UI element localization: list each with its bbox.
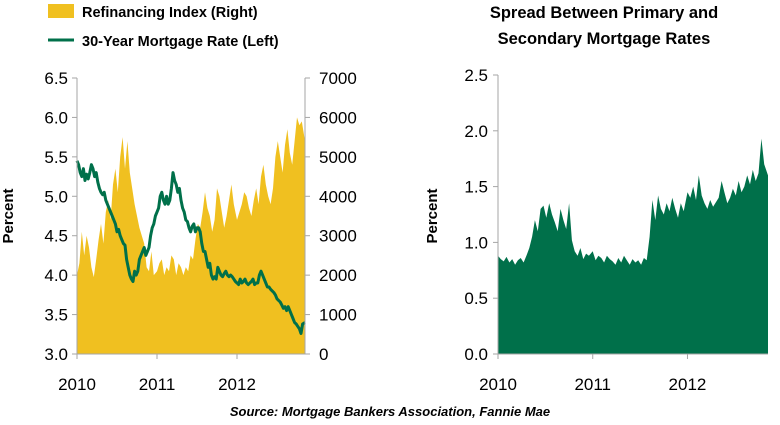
legend-swatch-refinancing bbox=[48, 4, 74, 18]
right-y-tick-label: 6000 bbox=[319, 108, 357, 127]
left-y-tick-label: 5.5 bbox=[44, 148, 68, 167]
spread-y-tick-label: 1.0 bbox=[464, 233, 488, 252]
right-y-tick-label: 5000 bbox=[319, 148, 357, 167]
right-chart-title-line-2: Secondary Mortgage Rates bbox=[498, 30, 711, 48]
legend-label-mortgage-rate: 30-Year Mortgage Rate (Left) bbox=[82, 34, 279, 50]
right-y-ticks: 0 1000 2000 3000 4000 5000 6000 7000 bbox=[305, 69, 357, 364]
spread-x-tick-label: 2010 bbox=[479, 375, 517, 394]
right-y-tick-label: 0 bbox=[319, 345, 328, 364]
legend-label-refinancing: Refinancing Index (Right) bbox=[82, 5, 258, 21]
right-y-tick-label: 4000 bbox=[319, 187, 357, 206]
source-note: Source: Mortgage Bankers Association, Fa… bbox=[229, 404, 551, 419]
left-y-ticks: 3.0 3.5 4.0 4.5 5.0 5.5 6.0 6.5 bbox=[44, 69, 77, 364]
spread-y-tick-label: 2.5 bbox=[464, 66, 488, 85]
right-chart-title-line-1: Spread Between Primary and bbox=[490, 4, 718, 22]
right-y-tick-label: 1000 bbox=[319, 306, 357, 325]
spread-y-ticks: 0.0 0.5 1.0 1.5 2.0 2.5 bbox=[464, 66, 498, 364]
left-y-tick-label: 5.0 bbox=[44, 187, 68, 206]
refinancing-index-area bbox=[77, 117, 305, 355]
left-x-ticks: 2010 2011 2012 bbox=[58, 354, 256, 394]
left-plot-area bbox=[75, 117, 306, 355]
spread-y-tick-label: 0.0 bbox=[464, 345, 488, 364]
left-y-tick-label: 6.0 bbox=[44, 108, 68, 127]
left-y-tick-label: 3.5 bbox=[44, 306, 68, 325]
left-x-tick-label: 2012 bbox=[218, 375, 256, 394]
right-y-tick-label: 3000 bbox=[319, 227, 357, 246]
spread-y-tick-label: 0.5 bbox=[464, 289, 488, 308]
spread-x-tick-label: 2011 bbox=[574, 375, 611, 394]
left-y-axis-title: Percent bbox=[0, 188, 17, 243]
left-y-tick-label: 3.0 bbox=[44, 345, 68, 364]
spread-area bbox=[498, 138, 768, 354]
legend: Refinancing Index (Right) 30-Year Mortga… bbox=[48, 4, 279, 50]
spread-x-tick-label: 2012 bbox=[669, 375, 707, 394]
spread-y-tick-label: 1.5 bbox=[464, 178, 488, 197]
left-y-tick-label: 4.0 bbox=[44, 266, 68, 285]
left-y-tick-label: 6.5 bbox=[44, 69, 68, 88]
left-y-tick-label: 4.5 bbox=[44, 227, 68, 246]
right-chart: Spread Between Primary and Secondary Mor… bbox=[424, 4, 768, 394]
spread-x-ticks: 2010 2011 2012 bbox=[479, 354, 706, 394]
right-plot-area bbox=[498, 138, 768, 354]
left-chart: Refinancing Index (Right) 30-Year Mortga… bbox=[0, 4, 357, 394]
right-y-tick-label: 7000 bbox=[319, 69, 357, 88]
spread-y-tick-label: 2.0 bbox=[464, 122, 488, 141]
spread-y-axis-title: Percent bbox=[424, 188, 441, 243]
left-x-tick-label: 2011 bbox=[139, 375, 176, 394]
left-x-tick-label: 2010 bbox=[58, 375, 96, 394]
right-y-tick-label: 2000 bbox=[319, 266, 357, 285]
mortgage-rate-line bbox=[75, 160, 306, 335]
